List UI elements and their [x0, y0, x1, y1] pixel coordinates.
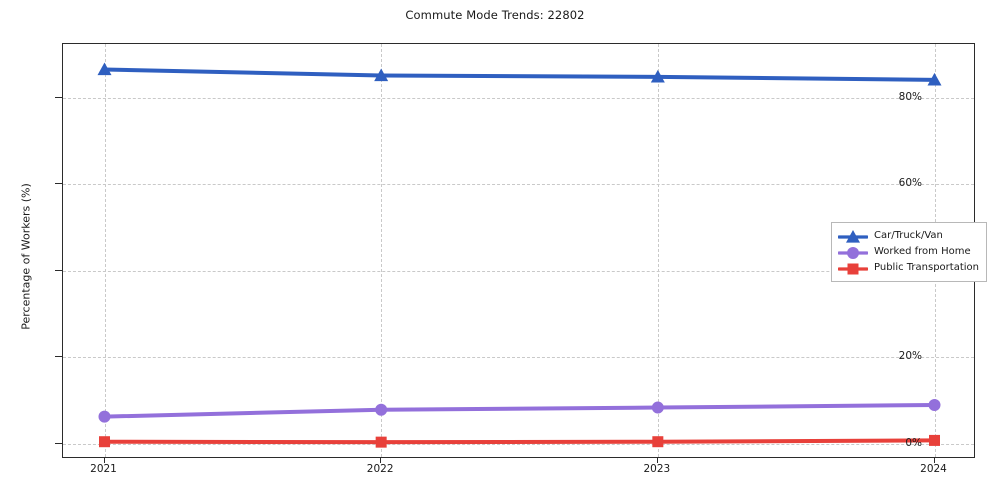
y-tick-label: 20%	[898, 350, 922, 363]
y-tick-mark	[55, 442, 62, 444]
data-point-marker	[847, 247, 859, 259]
x-tick-mark	[380, 458, 382, 463]
y-tick-label: 0%	[905, 436, 922, 449]
data-point-marker	[927, 72, 942, 86]
legend-label: Public Transportation	[874, 262, 979, 273]
data-point-marker	[99, 436, 110, 448]
data-point-marker	[651, 401, 664, 414]
x-tick-label: 2022	[366, 463, 394, 475]
legend-swatch-circle-icon	[837, 245, 869, 259]
plot-area	[62, 43, 975, 458]
y-tick-label: 80%	[898, 91, 922, 104]
series-car-truck-van	[97, 62, 942, 86]
data-point-marker	[98, 410, 111, 423]
gridline-x	[104, 44, 106, 457]
data-point-marker	[375, 403, 388, 416]
data-point-marker	[374, 68, 389, 82]
gridline-x	[657, 44, 659, 457]
chart-legend[interactable]: Car/Truck/Van Worked from Home Public Tran…	[831, 222, 987, 282]
data-point-marker	[929, 434, 940, 446]
y-tick-label: 60%	[898, 177, 922, 190]
legend-label: Worked from Home	[874, 246, 971, 257]
legend-label: Car/Truck/Van	[874, 230, 943, 241]
legend-item[interactable]: Worked from Home	[837, 244, 979, 260]
data-point-marker	[928, 398, 941, 411]
series-line	[102, 438, 937, 445]
y-tick-mark	[55, 97, 62, 99]
y-tick-mark	[55, 269, 62, 271]
gridline-y	[63, 98, 974, 100]
y-tick-mark	[55, 183, 62, 185]
x-tick-label: 2021	[90, 463, 117, 475]
series-line	[102, 402, 937, 419]
x-tick-mark	[656, 458, 658, 463]
legend-swatch-triangle-icon	[837, 229, 869, 243]
legend-swatch-square-icon	[837, 261, 869, 275]
y-axis-label: Percentage of Workers (%)	[19, 183, 33, 330]
gridline-x	[381, 44, 383, 457]
gridline-y	[63, 270, 974, 272]
data-point-marker	[847, 263, 859, 275]
series-layer	[97, 62, 942, 448]
legend-item[interactable]: Car/Truck/Van	[837, 228, 979, 244]
gridline-y	[63, 184, 974, 186]
chart-title: Commute Mode Trends: 22802	[405, 8, 585, 22]
series-line	[102, 67, 937, 82]
x-tick-mark	[933, 458, 935, 463]
x-tick-label: 2023	[643, 463, 671, 475]
y-tick-mark	[55, 356, 62, 358]
data-point-marker	[650, 69, 665, 83]
gridline-y	[63, 443, 974, 445]
data-point-marker	[652, 436, 664, 448]
x-tick-mark	[103, 458, 105, 463]
legend-item[interactable]: Public Transportation	[837, 260, 979, 276]
series-worked-from-home	[98, 398, 941, 423]
data-point-marker	[97, 62, 112, 76]
gridline-y	[63, 357, 974, 359]
data-point-marker	[846, 230, 860, 243]
series-public-transportation	[99, 434, 940, 448]
data-point-marker	[375, 436, 387, 448]
x-tick-label: 2024	[920, 463, 947, 475]
